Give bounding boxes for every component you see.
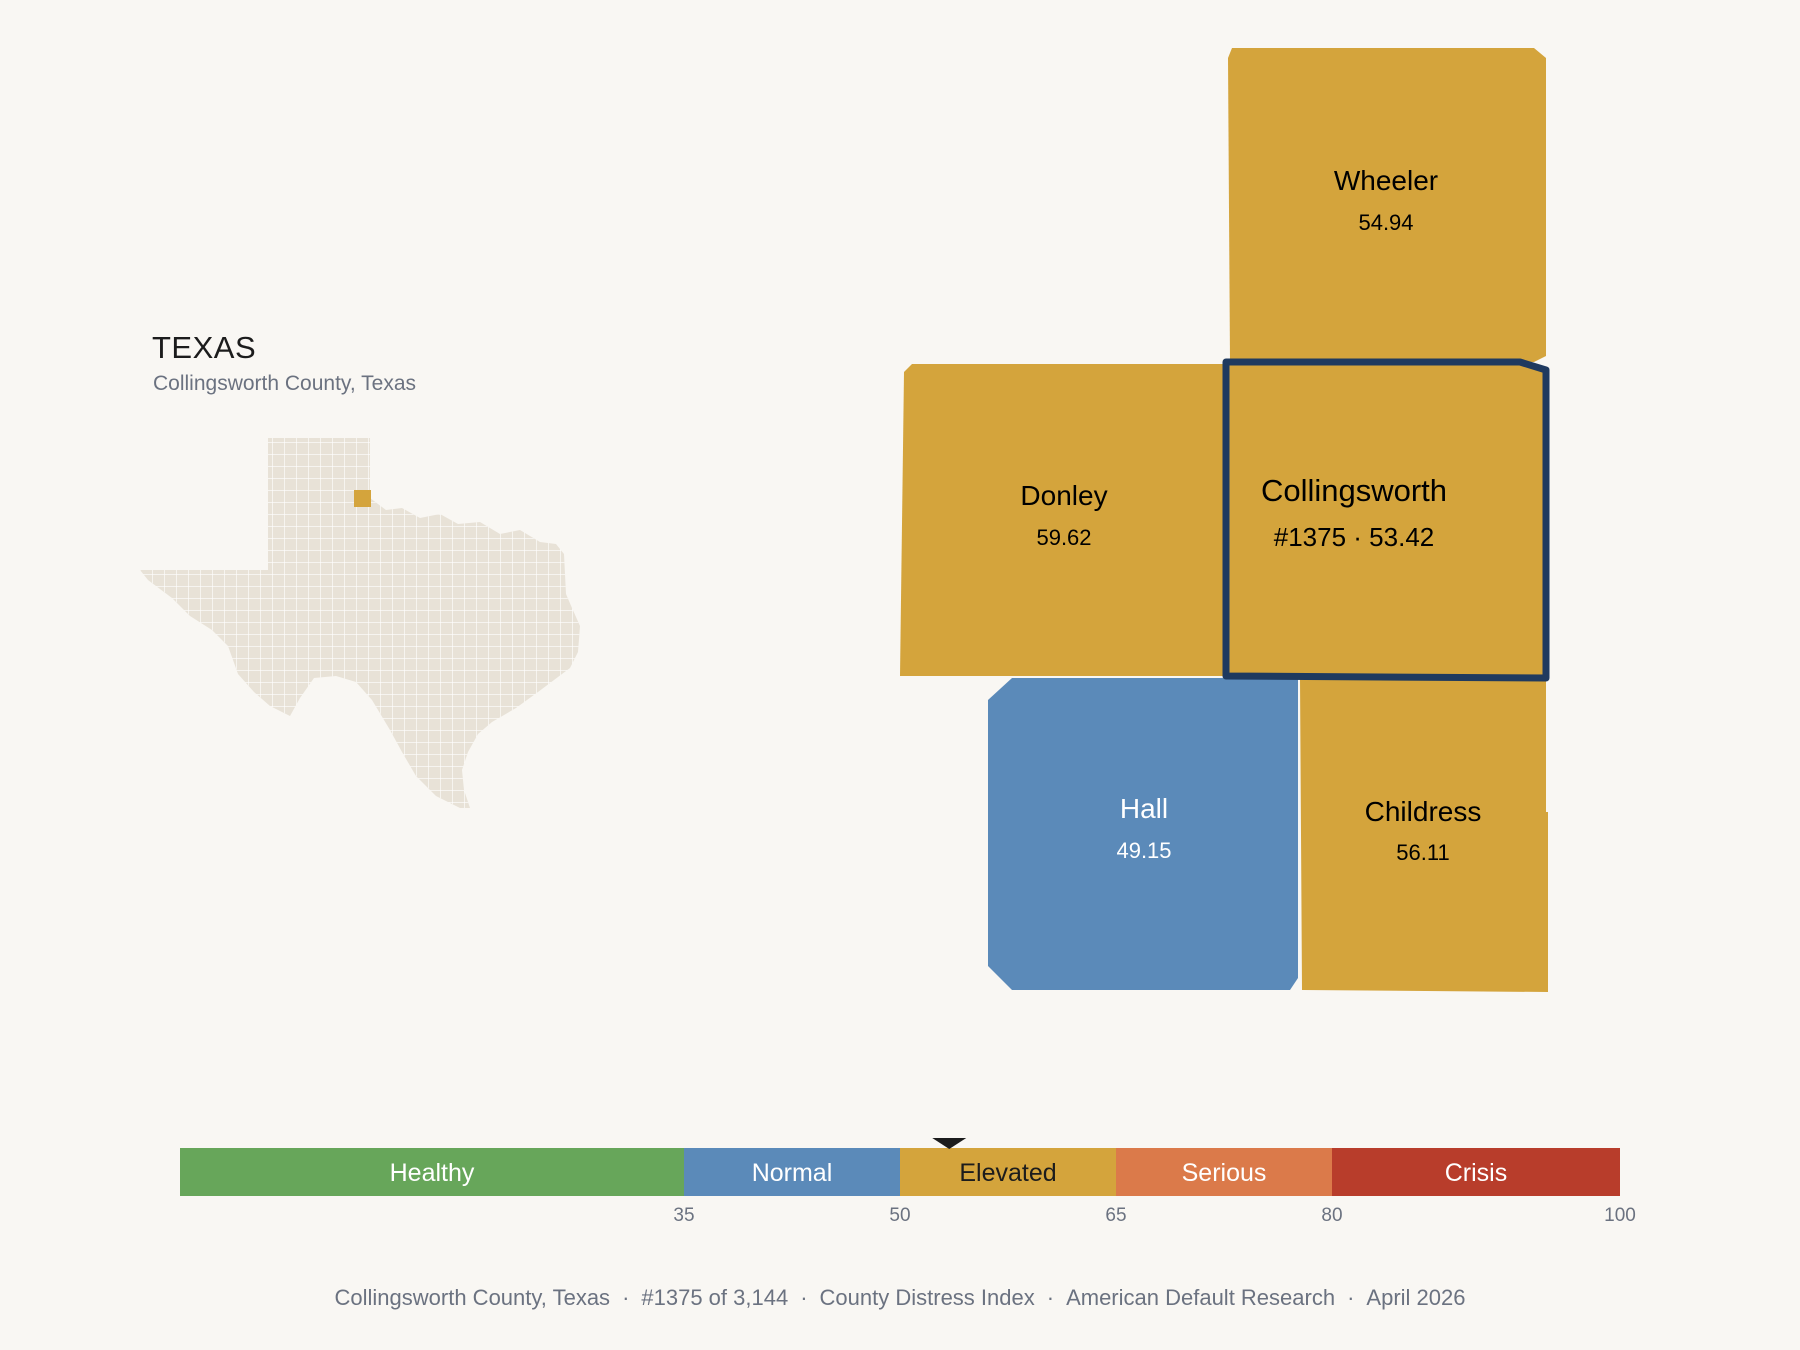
county-donley[interactable] — [900, 364, 1228, 676]
county-value: 59.62 — [1036, 525, 1091, 550]
state-title: TEXAS — [152, 330, 257, 365]
county-name: Childress — [1365, 796, 1482, 827]
collingsworth-locator-marker — [354, 490, 371, 507]
footer-org: American Default Research — [1066, 1285, 1336, 1310]
county-value: 49.15 — [1116, 838, 1171, 863]
scale-segment-normal — [684, 1148, 900, 1196]
county-childress[interactable] — [1300, 678, 1548, 992]
scale-segment-crisis — [1332, 1148, 1620, 1196]
footer: Collingsworth County, Texas · #1375 of 3,1… — [334, 1285, 1466, 1310]
scale-tick-label: 80 — [1321, 1205, 1342, 1226]
county-name: Donley — [1020, 480, 1107, 511]
county-hall[interactable] — [988, 678, 1298, 990]
county-wheeler[interactable] — [1228, 48, 1546, 362]
texas-locator-map — [140, 438, 580, 808]
county-value: 56.11 — [1396, 840, 1449, 865]
scale-segment-label: Normal — [752, 1159, 833, 1187]
county-subtitle: Collingsworth County, Texas — [153, 372, 417, 395]
scale-tick-label: 65 — [1105, 1205, 1126, 1226]
county-value: 54.94 — [1358, 210, 1413, 235]
footer-date: April 2026 — [1366, 1285, 1466, 1310]
county-name: Hall — [1120, 793, 1168, 824]
scale-segment-serious — [1116, 1148, 1332, 1196]
county-name: Wheeler — [1334, 165, 1438, 196]
scale-tick-label: 100 — [1604, 1205, 1636, 1226]
footer-county: Collingsworth County, Texas — [334, 1285, 611, 1310]
scale-segment-label: Elevated — [959, 1159, 1056, 1187]
footer-rank: #1375 of 3,144 — [641, 1285, 789, 1310]
scale-segment-healthy — [180, 1148, 684, 1196]
scale-segment-elevated — [900, 1148, 1116, 1196]
scale-segment-label: Serious — [1182, 1159, 1267, 1187]
scale-marker — [932, 1138, 967, 1149]
neighbor-county-map: Wheeler 54.94 Donley 59.62 Collingsworth… — [900, 48, 1550, 992]
scale-tick-label: 35 — [673, 1205, 694, 1226]
county-value: #1375 · 53.42 — [1274, 522, 1434, 552]
scale-tick-label: 50 — [889, 1205, 910, 1226]
scale-segment-label: Crisis — [1445, 1159, 1508, 1187]
scale-segment-label: Healthy — [390, 1159, 475, 1187]
county-collingsworth[interactable] — [1222, 358, 1550, 682]
county-name: Collingsworth — [1261, 473, 1447, 508]
footer-index: County Distress Index — [819, 1285, 1035, 1310]
